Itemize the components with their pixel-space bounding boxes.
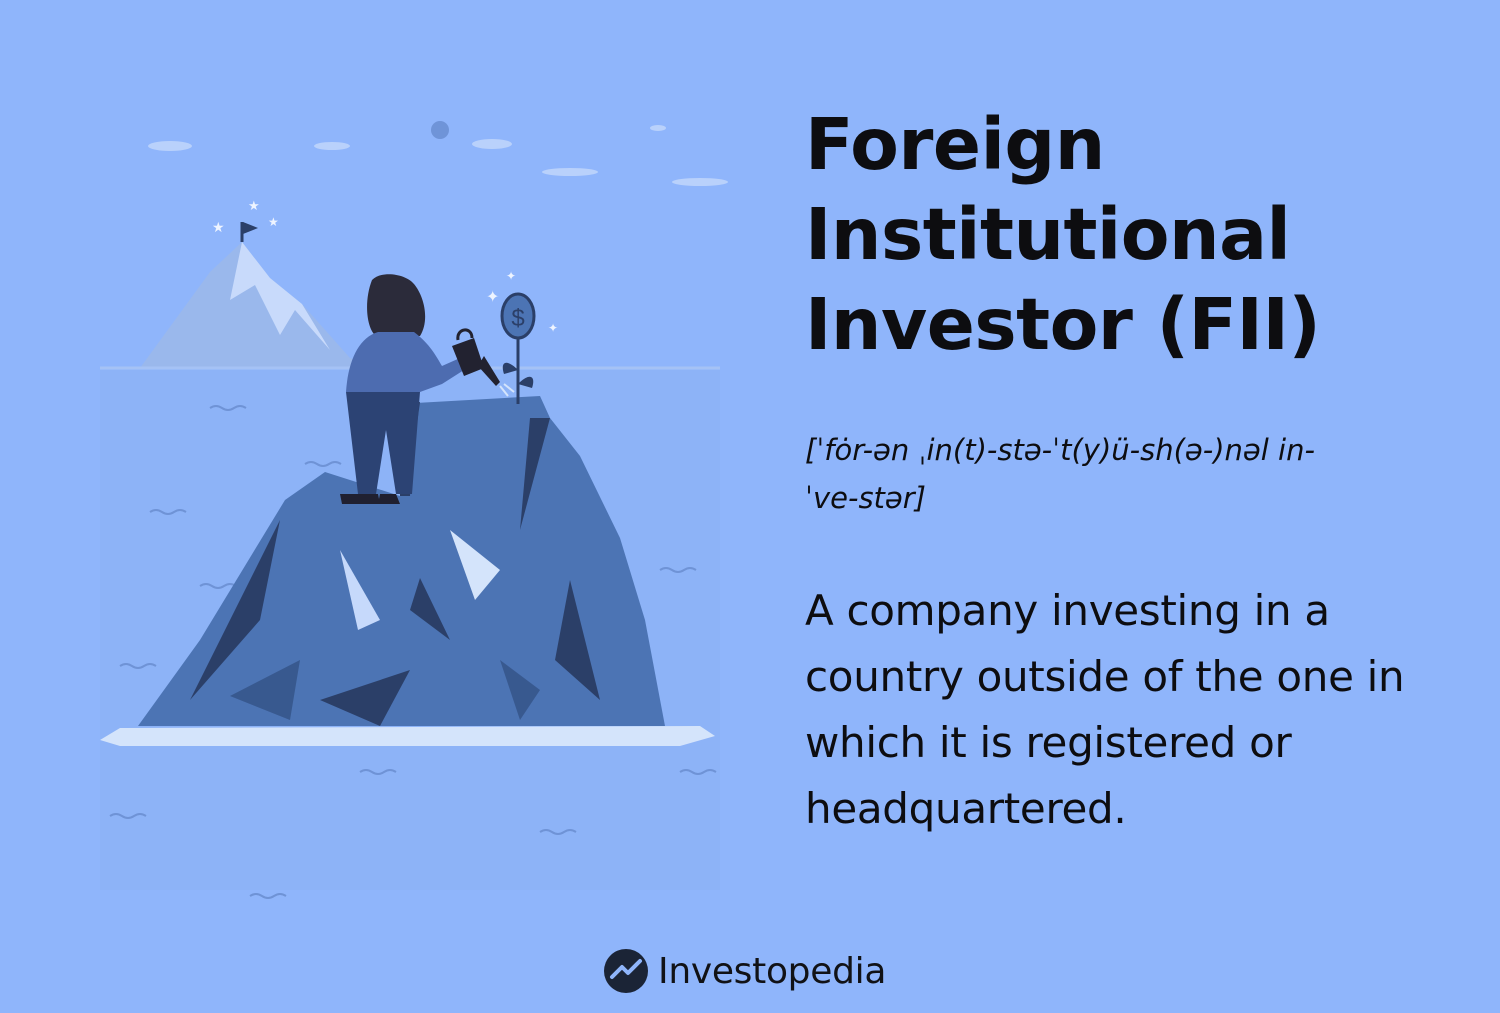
investopedia-logo-icon [604,949,648,993]
mountain-flag-icon: ★ ★ ★ [140,198,380,368]
watering-can-icon [452,328,515,397]
cloud-icon [148,125,728,186]
dollar-plant-icon: $ ✦ ✦ ✦ [486,269,558,404]
illustration: ★ ★ ★ [80,100,760,920]
svg-text:✦: ✦ [548,321,558,335]
pronunciation: [ˈfȯr-ən ˌin(t)-stə-ˈt(y)ü-sh(ə-)nəl in-… [805,433,1315,515]
moon-icon [431,121,449,139]
svg-text:$: $ [511,305,524,332]
definition-panel: Foreign Institutional Investor (FII) [ˈf… [805,100,1465,842]
person-icon [340,274,464,504]
wave-marks [109,405,717,899]
svg-text:★: ★ [268,215,279,229]
svg-text:✦: ✦ [506,269,516,283]
svg-text:★: ★ [212,219,225,235]
brand-name: Investopedia [658,950,887,992]
definition-text: A company investing in a country outside… [805,586,1405,833]
term-title: Foreign Institutional Investor (FII) [805,103,1321,366]
rock-island-icon [100,396,715,746]
svg-text:★: ★ [248,198,260,213]
svg-text:✦: ✦ [486,289,499,306]
brand-logo[interactable]: Investopedia [604,946,886,996]
